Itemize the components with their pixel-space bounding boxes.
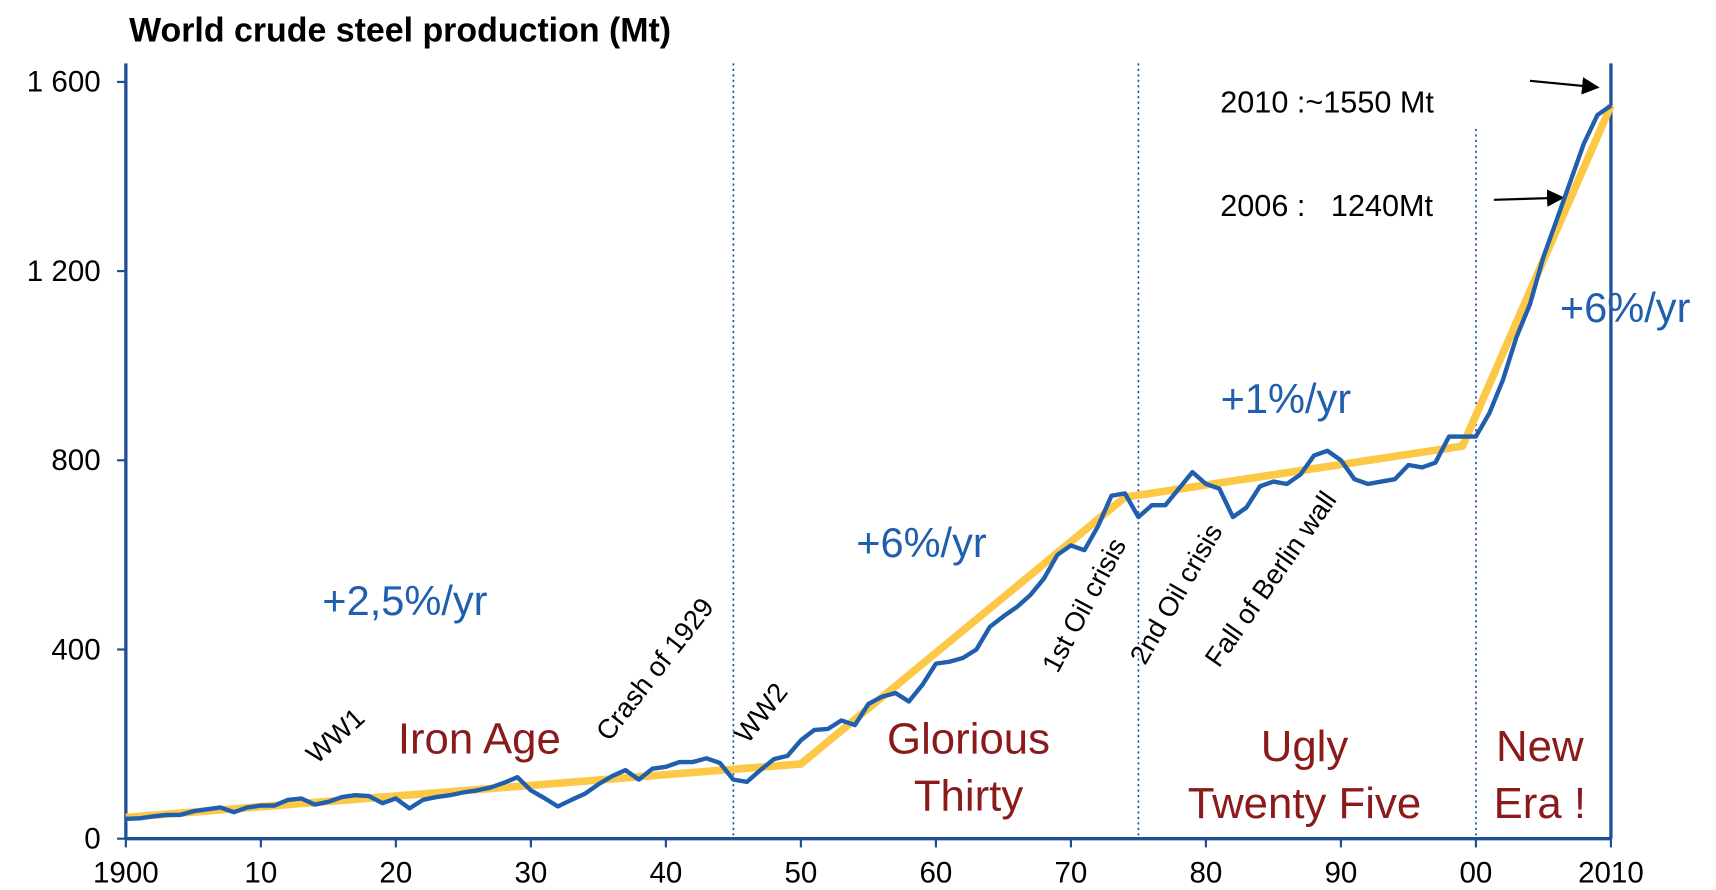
callout-label: 2006 : 1240Mt bbox=[1220, 189, 1433, 223]
callout-arrow bbox=[1493, 189, 1565, 207]
y-tick-label: 1 600 bbox=[27, 66, 101, 99]
x-tick-label: 70 bbox=[1054, 856, 1087, 889]
y-tick-label: 800 bbox=[51, 444, 100, 477]
era-label: New bbox=[1496, 722, 1584, 771]
y-tick-label: 400 bbox=[51, 633, 100, 666]
growth-label: +1%/yr bbox=[1221, 375, 1352, 422]
era-label: Iron Age bbox=[398, 715, 561, 764]
era-label: Thirty bbox=[914, 771, 1024, 820]
growth-label: +6%/yr bbox=[1560, 284, 1691, 331]
event-label: Fall of Berlin wall bbox=[1198, 485, 1342, 672]
event-label: WW1 bbox=[300, 702, 370, 770]
x-tick-label: 30 bbox=[514, 856, 547, 889]
chart-title: World crude steel production (Mt) bbox=[129, 12, 671, 50]
y-tick-label: 1 200 bbox=[27, 255, 101, 288]
x-tick-label: 40 bbox=[649, 856, 682, 889]
x-tick-label: 2010 bbox=[1578, 856, 1644, 889]
x-tick-label: 80 bbox=[1189, 856, 1222, 889]
callout-arrow bbox=[1529, 77, 1600, 95]
series-line bbox=[125, 103, 1613, 821]
y-tick-label: 0 bbox=[84, 823, 100, 856]
growth-label: +6%/yr bbox=[856, 519, 987, 566]
growth-label: +2,5%/yr bbox=[322, 577, 487, 624]
era-label: Era ! bbox=[1494, 779, 1586, 828]
x-tick-label: 10 bbox=[244, 856, 277, 889]
x-tick-label: 60 bbox=[919, 856, 952, 889]
era-label: Ugly bbox=[1261, 722, 1349, 771]
x-tick-label: 90 bbox=[1324, 856, 1357, 889]
x-tick-label: 50 bbox=[784, 856, 817, 889]
event-label: WW2 bbox=[728, 677, 794, 749]
era-label: Glorious bbox=[887, 715, 1050, 764]
era-label: Twenty Five bbox=[1188, 779, 1422, 828]
x-tick-label: 20 bbox=[379, 856, 412, 889]
x-tick-label: 00 bbox=[1459, 856, 1492, 889]
event-label: Crash of 1929 bbox=[589, 592, 719, 746]
x-tick-label: 1900 bbox=[93, 856, 159, 889]
callout-label: 2010 :~1550 Mt bbox=[1220, 86, 1434, 120]
